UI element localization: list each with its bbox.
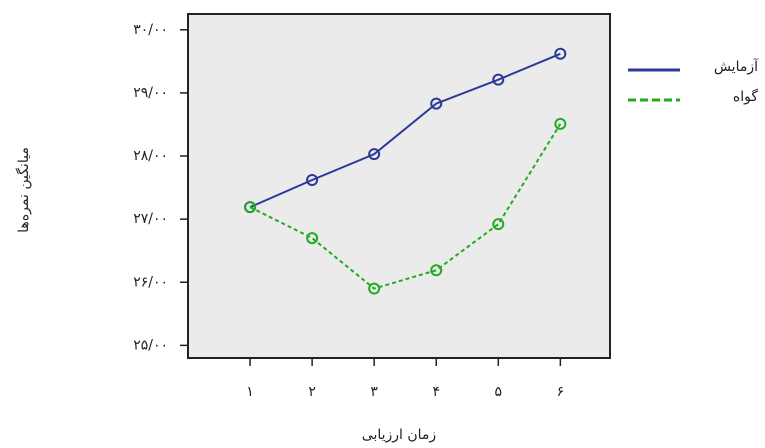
y-axis-label: میانگین نمره‌ها [15, 147, 32, 233]
y-tick-label: ۳۰/۰۰ [133, 22, 168, 38]
point [554, 117, 567, 130]
series-line [249, 123, 562, 290]
plot-area [188, 14, 610, 358]
y-tick-label: ۲۸/۰۰ [133, 148, 168, 164]
y-tick-label: ۲۶/۰۰ [133, 274, 168, 290]
point [306, 174, 319, 187]
y-tick-label: ۲۹/۰۰ [133, 85, 168, 101]
point [554, 47, 567, 60]
point [492, 73, 505, 86]
point [368, 148, 381, 161]
point [430, 264, 443, 277]
point [492, 218, 505, 231]
point [430, 97, 443, 110]
x-tick-label: ۴ [432, 384, 440, 400]
x-tick-label: ۱ [246, 384, 254, 400]
x-tick-label: ۳ [370, 384, 378, 400]
y-tick-label: ۲۷/۰۰ [133, 211, 168, 227]
point [244, 201, 257, 214]
series-line [249, 52, 561, 209]
legend-label: آزمایش [714, 58, 759, 75]
legend-label: گواه [733, 88, 758, 105]
x-tick-label: ۶ [557, 384, 565, 400]
plot-frame [187, 13, 611, 359]
x-tick-label: ۵ [495, 384, 503, 400]
point [368, 282, 381, 295]
y-tick-label: ۲۵/۰۰ [133, 337, 168, 353]
point [306, 232, 319, 245]
x-axis-label: زمان ارزیابی [362, 427, 436, 443]
x-tick-label: ۲ [308, 384, 316, 400]
